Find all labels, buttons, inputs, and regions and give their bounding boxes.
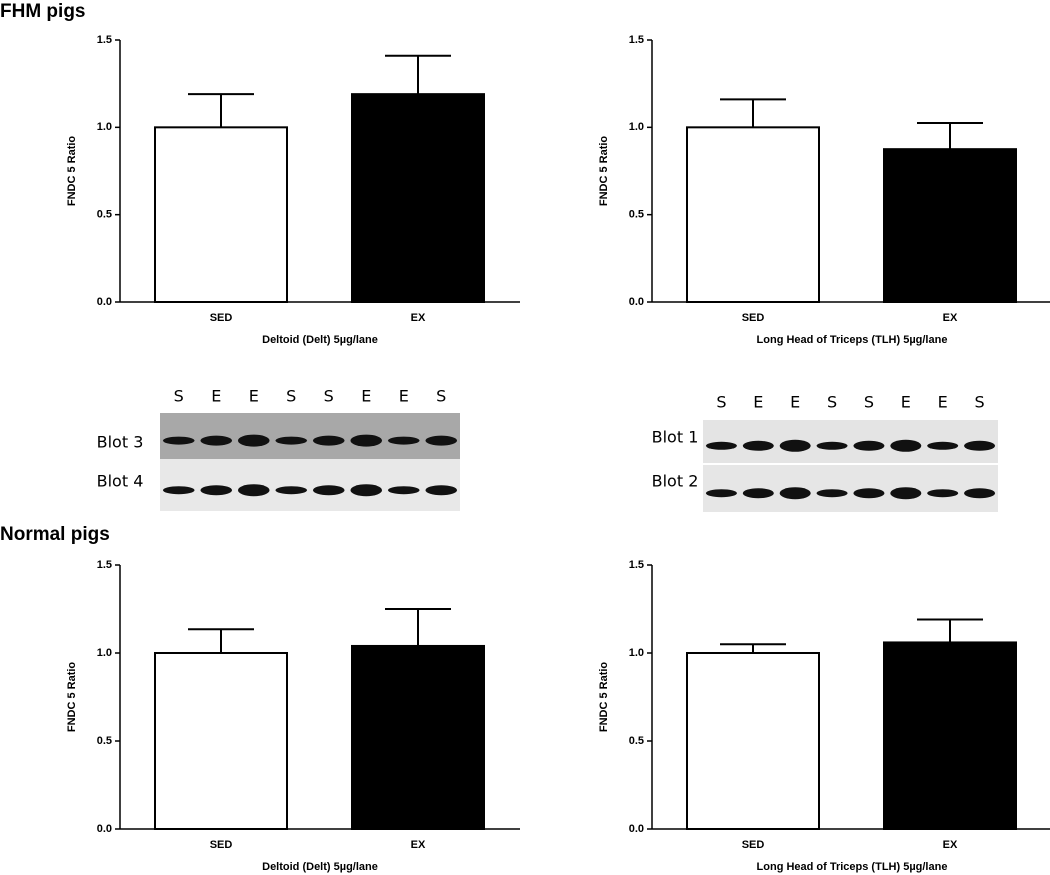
lane-label: E [399,387,409,406]
lane-label: E [249,387,259,406]
y-tick-label: 1.5 [97,34,112,46]
x-tick-label: SED [210,839,233,851]
x-tick-label: EX [943,839,958,851]
y-tick-label: 0.0 [629,823,644,835]
y-tick-label: 0.5 [629,209,644,221]
x-axis-label: Long Head of Triceps (TLH) 5µg/lane [757,861,948,873]
x-tick-label: EX [943,312,958,324]
y-tick-label: 1.0 [629,121,644,133]
y-tick-label: 1.0 [629,647,644,659]
bar [154,652,288,830]
blot-band [313,435,345,446]
blot-band [890,487,922,500]
blot-band [779,487,811,500]
blot-band [350,434,382,447]
blot-band [779,439,811,452]
blot-image [160,459,460,511]
blot-image [703,465,998,512]
blot-band [927,489,959,498]
blot-band [816,441,848,450]
y-tick-label: 1.5 [629,34,644,46]
blot-band [200,485,232,496]
blot-band [200,435,232,446]
lane-label: S [864,393,874,412]
lane-label: S [974,393,984,412]
x-tick-label: SED [210,312,233,324]
blot-band [853,488,885,499]
y-tick-label: 1.0 [97,121,112,133]
blot-label: Blot 3 [97,433,144,452]
lane-label: S [286,387,296,406]
blot-band [425,435,457,446]
section-title: FHM pigs [0,1,86,22]
blot-band [890,439,922,452]
lane-label: E [790,393,800,412]
y-tick-label: 1.0 [97,647,112,659]
blot-band [350,484,382,497]
blot-band [964,440,996,451]
blot-label: Blot 4 [97,472,144,491]
blot-band [388,436,420,445]
blot-band [927,441,959,450]
bar [351,93,485,303]
bar [883,148,1017,303]
bar [686,126,820,304]
blot-band [964,488,996,499]
bar [686,652,820,830]
lane-label: E [361,387,371,406]
x-axis-label: Long Head of Triceps (TLH) 5µg/lane [757,334,948,346]
bar [883,641,1017,830]
y-tick-label: 0.5 [97,209,112,221]
y-tick-label: 1.5 [629,559,644,571]
blot-label: Blot 1 [652,428,699,447]
y-tick-label: 1.5 [97,559,112,571]
y-tick-label: 0.0 [97,823,112,835]
blot-band [853,440,885,451]
x-tick-label: EX [411,839,426,851]
y-tick-label: 0.5 [97,735,112,747]
y-axis-label: FNDC 5 Ratio [598,136,610,207]
blot-band [705,441,737,450]
y-axis-label: FNDC 5 Ratio [66,662,78,733]
lane-label: S [174,387,184,406]
blot-band [425,485,457,496]
bar [154,126,288,304]
bar [351,644,485,831]
x-tick-label: SED [742,839,765,851]
blot-band [238,484,270,497]
blot-band [742,488,774,499]
y-tick-label: 0.5 [629,735,644,747]
blot-label: Blot 2 [652,472,699,491]
lane-label: S [827,393,837,412]
blot-image [160,413,460,459]
blot-band [388,486,420,495]
x-axis-label: Deltoid (Delt) 5µg/lane [262,861,378,873]
lane-label: E [901,393,911,412]
lane-label: E [938,393,948,412]
x-axis-label: Deltoid (Delt) 5µg/lane [262,334,378,346]
y-tick-label: 0.0 [97,296,112,308]
x-tick-label: SED [742,312,765,324]
blot-band [816,489,848,498]
lane-label: E [753,393,763,412]
blot-band [275,436,307,445]
y-tick-label: 0.0 [629,296,644,308]
section-title: Normal pigs [0,524,110,545]
blot-band [313,485,345,496]
blot-band [163,436,195,445]
y-axis-label: FNDC 5 Ratio [66,136,78,207]
lane-label: S [716,393,726,412]
blot-image [703,420,998,463]
lane-label: E [211,387,221,406]
blot-band [238,434,270,447]
blot-band [742,440,774,451]
blot-band [705,489,737,498]
blot-band [163,486,195,495]
blot-band [275,486,307,495]
lane-label: S [436,387,446,406]
x-tick-label: EX [411,312,426,324]
lane-label: S [324,387,334,406]
y-axis-label: FNDC 5 Ratio [598,662,610,733]
